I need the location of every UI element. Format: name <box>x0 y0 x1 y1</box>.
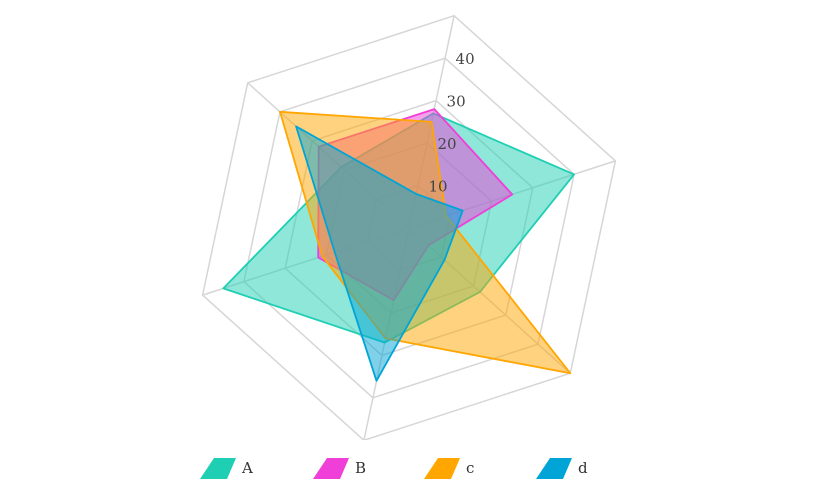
radar-chart: 10 20 30 40 <box>201 14 617 440</box>
legend-item-b[interactable]: B <box>313 454 366 482</box>
legend-swatch-c <box>424 458 460 479</box>
legend-label-b: B <box>355 459 367 477</box>
radar-series <box>222 108 575 382</box>
legend-label-c: c <box>466 459 475 477</box>
legend-label-a: A <box>242 459 253 477</box>
legend: A B c d <box>0 448 820 488</box>
legend-swatch-a <box>200 458 236 479</box>
tick-label-30: 30 <box>447 93 466 111</box>
series-area-d <box>295 125 464 382</box>
tick-label-20: 20 <box>437 135 456 153</box>
legend-item-a[interactable]: A <box>200 454 253 482</box>
legend-swatch-b <box>313 458 349 479</box>
radial-tick-labels: 10 20 30 40 <box>428 50 474 195</box>
legend-swatch-d <box>536 458 572 479</box>
tick-label-10: 10 <box>428 178 447 196</box>
legend-item-d[interactable]: d <box>536 454 588 482</box>
legend-label-d: d <box>578 459 588 477</box>
tick-label-40: 40 <box>456 50 475 68</box>
legend-item-c[interactable]: c <box>424 454 474 482</box>
